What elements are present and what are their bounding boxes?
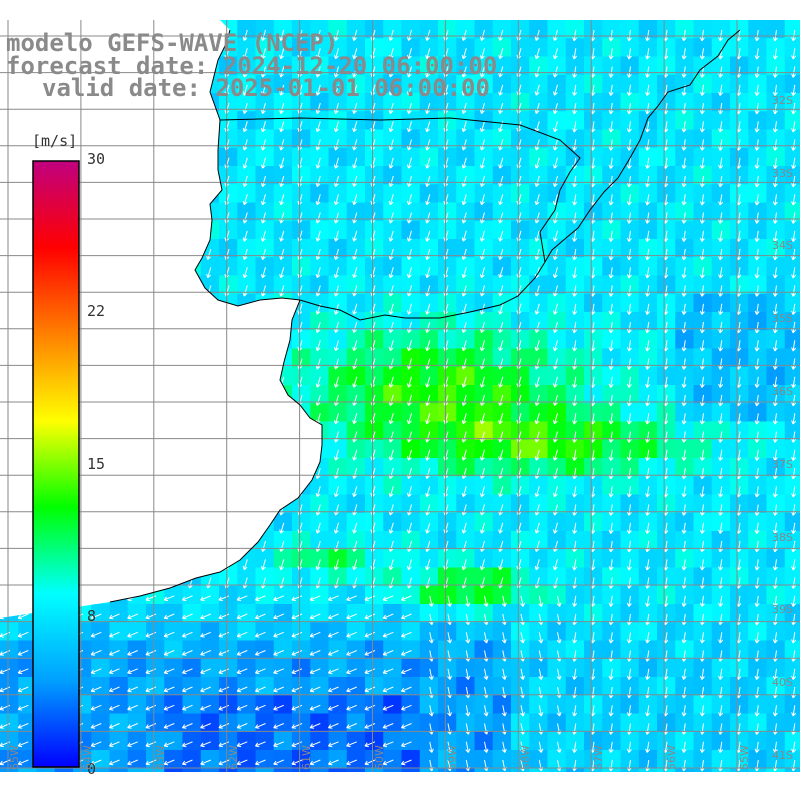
lat-label: 36S: [772, 385, 793, 398]
lon-label: 56W: [665, 745, 678, 770]
forecast-date: forecast date: 2024-12-20 06:00:00: [6, 52, 498, 80]
lon-label: 57W: [592, 745, 605, 770]
lat-label: 32S: [772, 94, 793, 107]
colorbar-tick-15: 15: [87, 455, 106, 473]
lat-label: 39S: [772, 603, 793, 616]
lon-label: 62W: [227, 745, 240, 770]
coastline: [109, 29, 741, 603]
lon-label: 60W: [373, 745, 386, 770]
lat-label: 38S: [772, 531, 793, 544]
model-title: modelo GEFS-WAVE (NCEP): [6, 29, 339, 57]
colorbar-tick-8: 8: [87, 607, 97, 625]
colorbar-unit: [m/s]: [32, 132, 78, 150]
lat-label: 35S: [772, 312, 793, 325]
lat-label: 33S: [772, 167, 793, 180]
lon-label: 64W: [81, 745, 94, 770]
lon-label: 63W: [154, 745, 167, 770]
lon-label: 55W: [738, 745, 751, 770]
wind-speed-field: [0, 20, 800, 788]
lat-label: 40S: [772, 676, 793, 689]
lat-label: 37S: [772, 458, 793, 471]
lat-label: 34S: [772, 239, 793, 252]
lon-label: 61W: [300, 745, 313, 770]
lon-label: 65W: [8, 745, 21, 770]
colorbar-tick-0: 0: [87, 760, 97, 778]
valid-date: valid date: 2025-01-01 06:00:00: [42, 74, 490, 102]
colorbar-tick-22: 22: [87, 302, 106, 320]
lon-label: 58W: [519, 745, 532, 770]
lat-label: 41S: [772, 749, 793, 762]
colorbar-tick-30: 30: [87, 150, 106, 168]
lon-label: 59W: [446, 745, 459, 770]
lat-lon-grid: [0, 20, 800, 772]
colorbar: [32, 160, 80, 768]
